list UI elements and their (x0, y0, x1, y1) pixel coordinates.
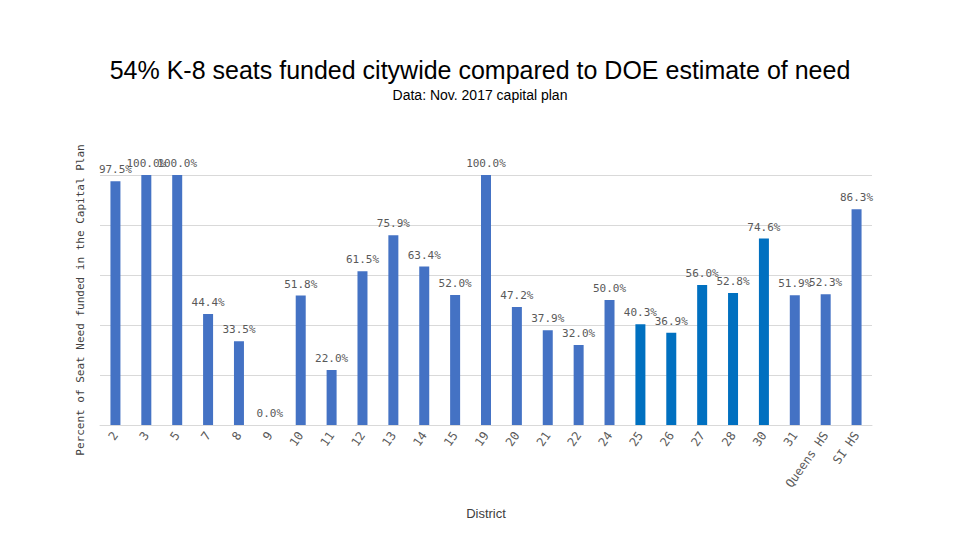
svg-text:100.0%: 100.0% (157, 157, 197, 170)
svg-text:74.6%: 74.6% (747, 221, 780, 234)
svg-text:Percent of Seat Need funded in: Percent of Seat Need funded in the Capit… (74, 144, 87, 455)
svg-text:5: 5 (167, 429, 183, 443)
svg-text:26: 26 (657, 429, 677, 449)
svg-text:8: 8 (229, 429, 245, 443)
svg-text:28: 28 (719, 429, 739, 449)
svg-text:13: 13 (379, 429, 399, 449)
svg-text:21: 21 (534, 429, 554, 449)
svg-text:100.0%: 100.0% (466, 157, 506, 170)
svg-text:37.9%: 37.9% (531, 312, 564, 325)
svg-text:3: 3 (136, 429, 152, 443)
svg-text:30: 30 (750, 429, 770, 449)
svg-text:Queens HS: Queens HS (783, 429, 832, 490)
svg-text:District: District (466, 506, 506, 521)
svg-text:52.3%: 52.3% (809, 276, 842, 289)
svg-text:19: 19 (472, 429, 492, 449)
svg-text:10: 10 (287, 429, 307, 449)
svg-text:20: 20 (503, 429, 523, 449)
svg-text:0.0%: 0.0% (257, 407, 284, 420)
svg-text:24: 24 (595, 429, 615, 449)
svg-text:52.0%: 52.0% (439, 277, 472, 290)
svg-text:52.8%: 52.8% (716, 275, 749, 288)
svg-text:97.5%: 97.5% (98, 163, 132, 177)
svg-text:61.5%: 61.5% (346, 253, 379, 266)
svg-text:44.4%: 44.4% (192, 296, 225, 309)
svg-text:56.0%: 56.0% (686, 267, 719, 280)
svg-text:25: 25 (626, 429, 646, 449)
svg-text:7: 7 (198, 429, 214, 443)
svg-text:36.9%: 36.9% (655, 315, 688, 328)
svg-text:50.0%: 50.0% (593, 282, 626, 295)
svg-text:51.8%: 51.8% (284, 278, 317, 291)
svg-text:63.4%: 63.4% (408, 249, 441, 262)
svg-text:40.3%: 40.3% (624, 306, 657, 319)
svg-text:75.9%: 75.9% (377, 217, 410, 230)
svg-text:15: 15 (441, 429, 461, 449)
svg-text:2: 2 (106, 429, 122, 443)
svg-text:33.5%: 33.5% (222, 323, 255, 336)
svg-text:Data: Nov. 2017 capital plan: Data: Nov. 2017 capital plan (393, 87, 568, 103)
svg-text:12: 12 (348, 429, 368, 449)
svg-text:14: 14 (410, 429, 430, 449)
svg-text:86.3%: 86.3% (840, 191, 873, 204)
svg-text:32.0%: 32.0% (562, 327, 595, 340)
svg-text:9: 9 (260, 429, 276, 443)
svg-text:51.9%: 51.9% (778, 277, 811, 290)
svg-text:100.0%: 100.0% (126, 157, 167, 170)
svg-text:22.0%: 22.0% (315, 352, 348, 365)
svg-text:22: 22 (565, 429, 585, 449)
svg-text:31: 31 (781, 429, 801, 449)
svg-text:11: 11 (318, 429, 338, 449)
svg-text:SI HS: SI HS (830, 429, 862, 467)
svg-text:54% K-8 seats funded citywide: 54% K-8 seats funded citywide compared t… (110, 56, 851, 84)
svg-text:47.2%: 47.2% (500, 289, 533, 302)
svg-text:27: 27 (688, 429, 708, 449)
